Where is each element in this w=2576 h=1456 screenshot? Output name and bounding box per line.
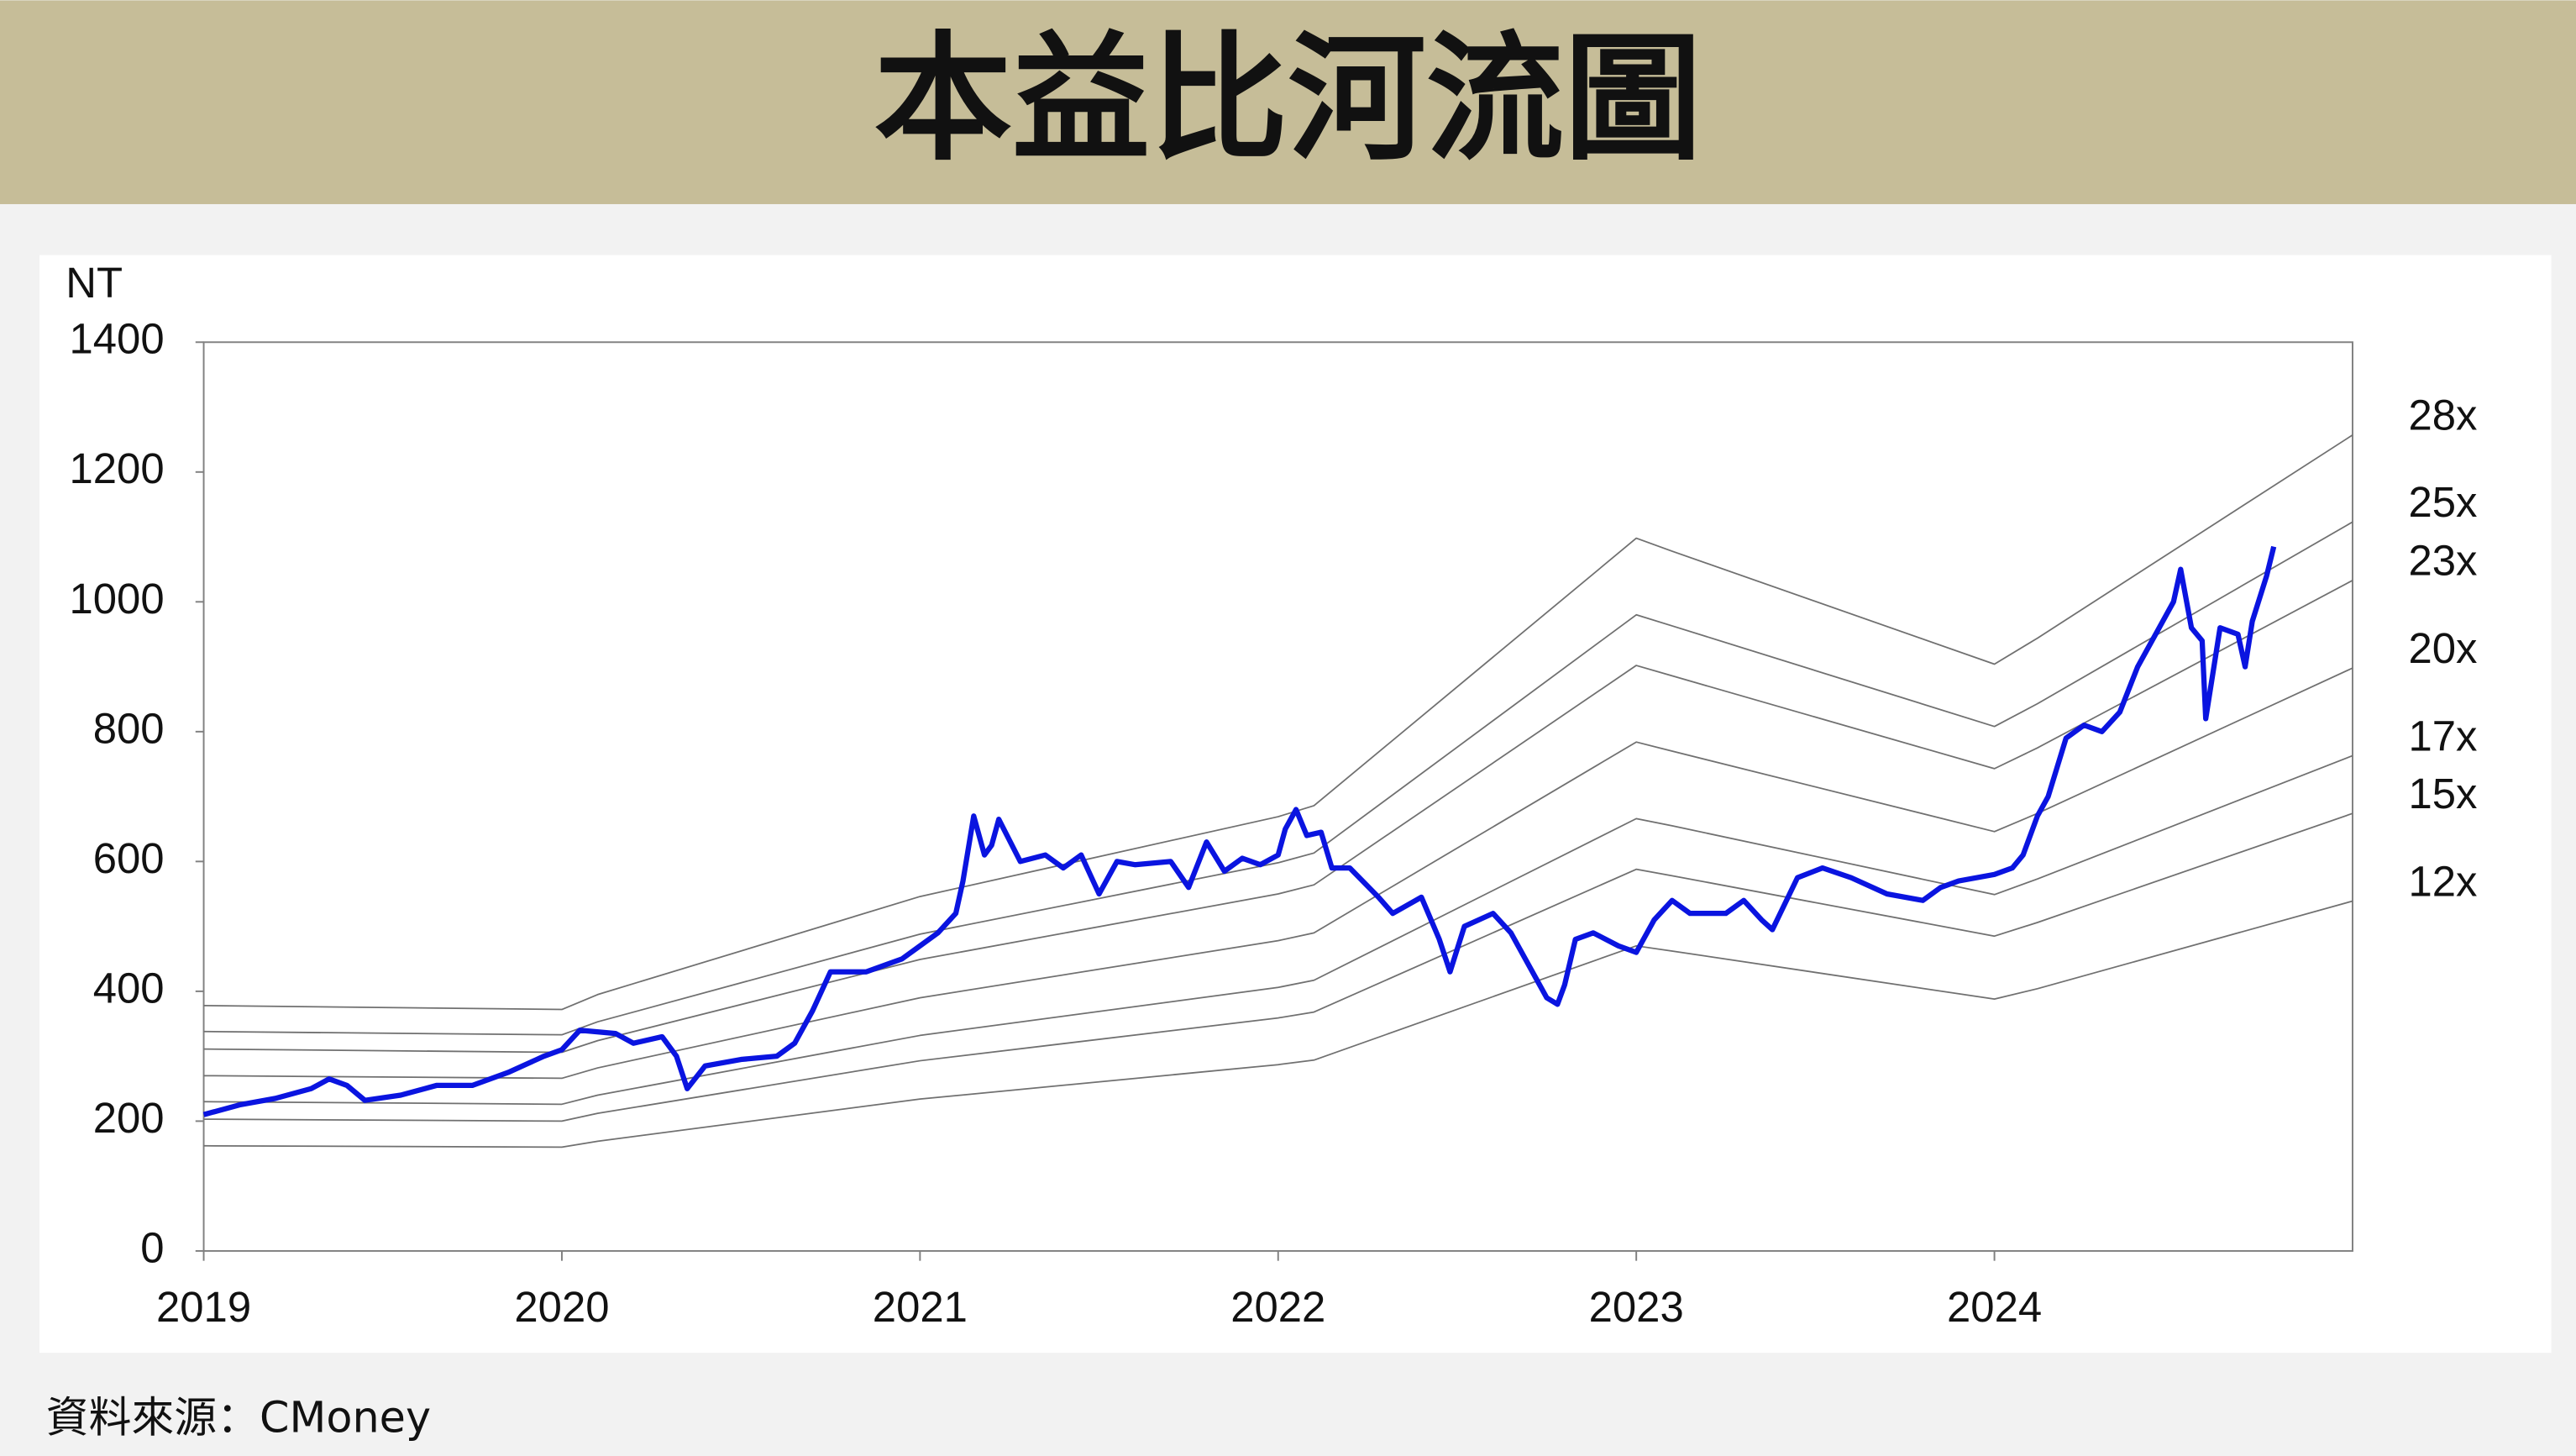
y-tick-label: 600 (93, 834, 165, 882)
chart-panel (39, 255, 2552, 1354)
band-label: 23x (2408, 537, 2477, 585)
chart-title: 本益比河流圖 (874, 18, 1702, 179)
y-tick-label: 200 (93, 1094, 165, 1142)
x-tick-label: 2019 (156, 1283, 251, 1331)
pe-band-line (203, 434, 2353, 1011)
pe-band-line (203, 580, 2353, 1054)
y-tick-label: 1400 (69, 315, 164, 363)
pe-band-line (203, 521, 2353, 1036)
pe-band-line (203, 900, 2353, 1149)
title-band (0, 0, 2576, 204)
x-tick-label: 2022 (1230, 1283, 1325, 1331)
y-tick-label: 800 (93, 704, 165, 752)
y-tick-label: 1200 (69, 444, 164, 492)
y-tick-label: 0 (140, 1223, 164, 1271)
x-tick-label: 2024 (1947, 1283, 2042, 1331)
band-label: 20x (2408, 624, 2477, 672)
y-tick-label: 400 (93, 964, 165, 1012)
band-label: 15x (2408, 770, 2477, 817)
pe-band-line (203, 812, 2353, 1122)
band-label: 17x (2408, 712, 2477, 760)
price-line (202, 545, 2277, 1117)
pe-band-line (203, 667, 2353, 1080)
source-note: 資料來源：CMoney (46, 1392, 431, 1442)
band-label: 25x (2408, 478, 2477, 526)
x-tick-label: 2021 (873, 1283, 968, 1331)
x-tick-label: 2020 (514, 1283, 609, 1331)
x-tick-label: 2023 (1589, 1283, 1684, 1331)
y-tick-label: 1000 (69, 575, 164, 623)
band-label: 28x (2408, 392, 2477, 439)
y-axis-label: NT (66, 259, 123, 307)
pe-band-line (203, 754, 2353, 1106)
band-label: 12x (2408, 857, 2477, 905)
